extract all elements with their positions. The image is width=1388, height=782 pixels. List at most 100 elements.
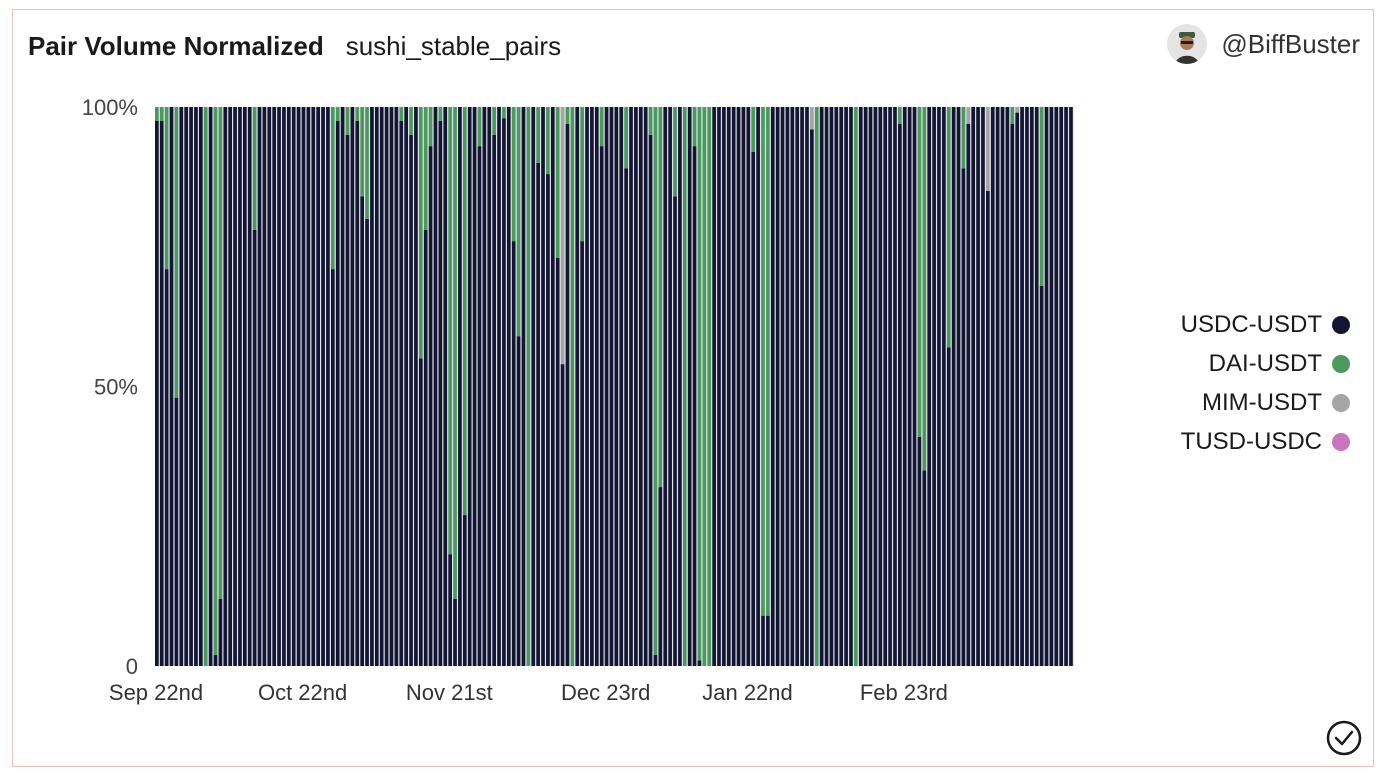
bar-usdc-usdt[interactable] (267, 107, 272, 666)
bar-dai-usdt[interactable] (580, 107, 584, 242)
bar-usdc-usdt[interactable] (1059, 107, 1064, 666)
bar-usdc-usdt[interactable] (810, 129, 814, 667)
bar-usdc-usdt[interactable] (927, 107, 932, 666)
author-block[interactable]: @BiffBuster (1167, 24, 1360, 64)
bar-usdc-usdt[interactable] (252, 229, 257, 667)
bar-usdc-usdt[interactable] (536, 162, 540, 666)
bar-usdc-usdt[interactable] (946, 347, 951, 666)
bar-usdc-usdt[interactable] (467, 107, 472, 666)
bar-usdc-usdt[interactable] (389, 107, 394, 666)
bar-usdc-usdt[interactable] (345, 134, 350, 666)
bar-usdc-usdt[interactable] (780, 107, 785, 666)
bar-usdc-usdt[interactable] (858, 107, 863, 666)
bar-dai-usdt[interactable] (502, 107, 506, 119)
bar-usdc-usdt[interactable] (976, 107, 980, 666)
author-name[interactable]: @BiffBuster (1221, 28, 1360, 59)
bar-usdc-usdt[interactable] (653, 654, 658, 666)
bar-usdc-usdt[interactable] (502, 118, 506, 667)
bar-dai-usdt[interactable] (673, 107, 677, 197)
bar-usdc-usdt[interactable] (648, 134, 653, 666)
bar-usdc-usdt[interactable] (379, 107, 384, 666)
legend-item[interactable]: USDC-USDT (1181, 305, 1350, 344)
bar-usdc-usdt[interactable] (565, 123, 570, 666)
bar-usdc-usdt[interactable] (443, 107, 448, 666)
bar-usdc-usdt[interactable] (394, 107, 399, 666)
bar-usdc-usdt[interactable] (917, 436, 922, 666)
bar-usdc-usdt[interactable] (477, 146, 482, 666)
bar-usdc-usdt[interactable] (414, 107, 418, 666)
bar-usdc-usdt[interactable] (374, 107, 379, 666)
bar-usdc-usdt[interactable] (428, 146, 433, 666)
bar-dai-usdt[interactable] (697, 107, 702, 661)
bar-usdc-usdt[interactable] (731, 107, 736, 666)
bar-mim-usdt[interactable] (986, 107, 990, 191)
bar-dai-usdt[interactable] (335, 107, 340, 121)
bar-usdc-usdt[interactable] (1069, 107, 1073, 666)
bar-usdc-usdt[interactable] (746, 107, 751, 666)
bar-usdc-usdt[interactable] (844, 107, 848, 666)
bar-mim-usdt[interactable] (560, 107, 565, 365)
bar-dai-usdt[interactable] (462, 107, 467, 516)
bar-usdc-usdt[interactable] (712, 107, 716, 666)
bar-usdc-usdt[interactable] (423, 229, 428, 667)
bar-usdc-usdt[interactable] (795, 107, 800, 666)
bar-dai-usdt[interactable] (555, 107, 560, 258)
bar-dai-usdt[interactable] (213, 107, 218, 655)
bar-dai-usdt[interactable] (355, 107, 360, 121)
bar-usdc-usdt[interactable] (678, 107, 682, 666)
bar-usdc-usdt[interactable] (462, 515, 467, 666)
bar-dai-usdt[interactable] (428, 107, 433, 147)
bar-usdc-usdt[interactable] (228, 107, 233, 666)
bar-usdc-usdt[interactable] (555, 257, 560, 666)
bar-usdc-usdt[interactable] (159, 120, 164, 667)
bar-dai-usdt[interactable] (252, 107, 257, 230)
bar-usdc-usdt[interactable] (805, 107, 809, 666)
bar-usdc-usdt[interactable] (658, 487, 663, 666)
bar-usdc-usdt[interactable] (531, 107, 536, 666)
bar-usdc-usdt[interactable] (516, 336, 521, 666)
bar-dai-usdt[interactable] (526, 107, 531, 666)
bar-usdc-usdt[interactable] (487, 107, 492, 666)
bar-usdc-usdt[interactable] (448, 554, 452, 666)
bar-dai-usdt[interactable] (570, 107, 575, 666)
bar-usdc-usdt[interactable] (521, 107, 526, 666)
bar-dai-usdt[interactable] (1010, 107, 1015, 124)
bar-usdc-usdt[interactable] (291, 107, 296, 666)
bar-dai-usdt[interactable] (648, 107, 653, 135)
bar-usdc-usdt[interactable] (1064, 107, 1068, 666)
bar-usdc-usdt[interactable] (301, 107, 306, 666)
bar-usdc-usdt[interactable] (218, 598, 223, 666)
bar-usdc-usdt[interactable] (829, 107, 834, 666)
bar-mim-usdt[interactable] (1015, 107, 1020, 113)
bar-usdc-usdt[interactable] (673, 196, 677, 666)
bar-usdc-usdt[interactable] (335, 120, 340, 667)
bar-usdc-usdt[interactable] (1054, 107, 1059, 666)
bar-usdc-usdt[interactable] (506, 107, 511, 666)
bar-usdc-usdt[interactable] (834, 107, 839, 666)
bar-usdc-usdt[interactable] (340, 107, 345, 666)
bar-usdc-usdt[interactable] (492, 134, 496, 666)
bar-dai-usdt[interactable] (599, 107, 604, 147)
bar-usdc-usdt[interactable] (849, 107, 853, 666)
bar-usdc-usdt[interactable] (365, 218, 369, 667)
bar-usdc-usdt[interactable] (198, 107, 203, 666)
bar-usdc-usdt[interactable] (409, 134, 413, 666)
bar-usdc-usdt[interactable] (942, 107, 946, 666)
bar-usdc-usdt[interactable] (472, 107, 477, 666)
bar-usdc-usdt[interactable] (1000, 107, 1005, 666)
legend-item[interactable]: TUSD-USDC (1181, 422, 1350, 461)
bar-dai-usdt[interactable] (345, 107, 350, 135)
bar-usdc-usdt[interactable] (326, 107, 330, 666)
bar-dai-usdt[interactable] (155, 107, 159, 121)
bar-usdc-usdt[interactable] (433, 107, 438, 666)
bar-dai-usdt[interactable] (707, 107, 712, 666)
bar-usdc-usdt[interactable] (819, 107, 824, 666)
bar-usdc-usdt[interactable] (286, 107, 291, 666)
bar-dai-usdt[interactable] (946, 107, 951, 348)
bar-usdc-usdt[interactable] (687, 107, 692, 666)
bar-usdc-usdt[interactable] (956, 107, 961, 666)
bar-usdc-usdt[interactable] (296, 107, 301, 666)
bar-usdc-usdt[interactable] (1049, 107, 1054, 666)
bar-usdc-usdt[interactable] (751, 151, 756, 667)
bar-usdc-usdt[interactable] (800, 107, 804, 666)
